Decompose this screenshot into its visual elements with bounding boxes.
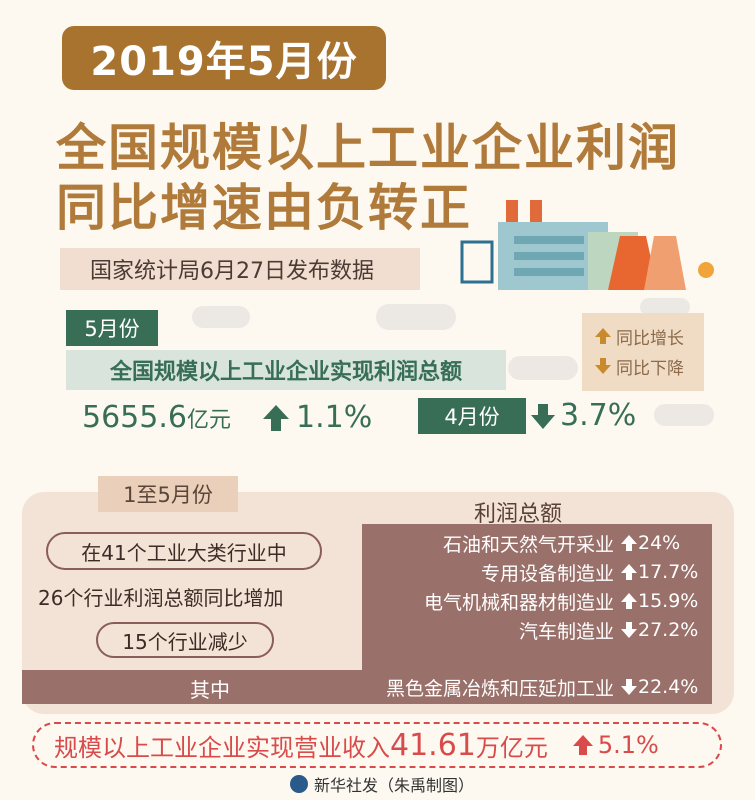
industry-name: 专用设备制造业	[480, 562, 614, 585]
arrow-up-icon	[595, 328, 611, 344]
industry-change: 17.7%	[614, 561, 712, 583]
table-row: 专用设备制造业 17.7%	[284, 557, 712, 587]
arrow-up-icon	[621, 535, 637, 551]
industry-name: 电气机械和器材制造业	[423, 591, 614, 614]
may-subhead: 全国规模以上工业企业实现利润总额	[66, 350, 506, 390]
industry-name: 石油和天然气开采业	[442, 533, 614, 556]
industries-total: 在41个工业大类行业中	[46, 532, 322, 570]
may-profit-unit: 亿元	[186, 408, 231, 433]
revenue-value: 41.61	[390, 727, 476, 763]
factory-illustration	[460, 200, 714, 290]
legend-up-label: 同比增长	[616, 328, 684, 349]
table-row: 黑色金属冶炼和压延加工业 22.4%	[284, 672, 712, 702]
date-badge: 2019年5月份	[62, 26, 386, 90]
may-profit-value: 5655.6 亿元	[82, 400, 231, 435]
legend: 同比增长 同比下降	[582, 313, 704, 391]
credit-text: 新华社发（朱禹制图）	[314, 776, 475, 795]
arrow-up-icon	[621, 593, 637, 609]
industry-change: 22.4%	[614, 676, 712, 698]
revenue-banner: 规模以上工业企业实现营业收入 41.61 万亿元 5.1%	[32, 722, 722, 768]
legend-down: 同比下降	[594, 351, 704, 381]
industry-table: 石油和天然气开采业 24% 专用设备制造业 17.7% 电气机械和器材制造业 1…	[362, 524, 712, 670]
table-header: 利润总额	[474, 502, 563, 527]
april-change: 3.7%	[530, 398, 636, 433]
may-change: 1.1%	[262, 400, 372, 435]
industry-change: 24%	[614, 532, 712, 554]
industries-increase: 26个行业利润总额同比增加	[38, 586, 284, 610]
revenue-unit: 万亿元	[475, 733, 548, 762]
may-change-value: 1.1%	[296, 400, 373, 435]
title-line-2: 同比增速由负转正	[56, 179, 472, 237]
industry-name: 汽车制造业	[518, 620, 614, 643]
cloud-decoration	[640, 298, 690, 316]
revenue-text: 规模以上工业企业实现营业收入	[54, 733, 390, 762]
cloud-decoration	[192, 306, 250, 328]
arrow-down-icon	[621, 622, 637, 638]
industry-table-last-row: 黑色金属冶炼和压延加工业 22.4%	[22, 670, 712, 704]
arrow-up-icon	[621, 564, 637, 580]
arrow-down-icon	[621, 679, 637, 695]
april-change-value: 3.7%	[560, 398, 637, 433]
arrow-up-icon	[263, 404, 289, 431]
xinhua-logo-icon	[290, 775, 308, 793]
legend-down-label: 同比下降	[616, 358, 684, 379]
title-line-1: 全国规模以上工业企业利润	[56, 119, 680, 177]
table-row: 电气机械和器材制造业 15.9%	[284, 586, 712, 616]
industries-decrease: 15个行业减少	[96, 622, 274, 658]
may-tag: 5月份	[66, 310, 158, 346]
cloud-decoration	[508, 356, 578, 380]
april-tag: 4月份	[418, 398, 526, 434]
revenue-change: 5.1%	[597, 731, 659, 759]
may-profit-number: 5655.6	[82, 400, 187, 435]
cloud-decoration	[654, 404, 714, 426]
qizhong-label: 其中	[190, 678, 230, 702]
legend-up: 同比增长	[594, 321, 704, 351]
arrow-down-icon	[531, 403, 555, 429]
industry-name: 黑色金属冶炼和压延加工业	[385, 677, 614, 700]
credit: 新华社发（朱禹制图）	[290, 772, 474, 796]
source-banner: 国家统计局6月27日发布数据	[60, 248, 420, 290]
arrow-down-icon	[595, 358, 611, 374]
table-row: 石油和天然气开采业 24%	[284, 528, 712, 558]
industry-change: 15.9%	[614, 590, 712, 612]
jan-may-tag: 1至5月份	[98, 476, 238, 512]
table-row: 汽车制造业 27.2%	[284, 615, 712, 645]
industry-change: 27.2%	[614, 619, 712, 641]
arrow-up-icon	[572, 735, 593, 755]
cloud-decoration	[376, 304, 456, 330]
